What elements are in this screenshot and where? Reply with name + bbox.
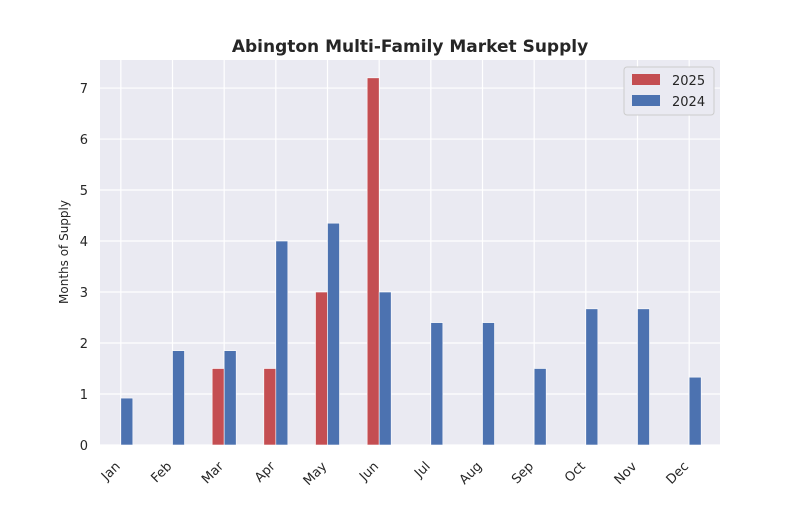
bar-2024-feb — [172, 350, 185, 446]
bar-2025-apr — [263, 368, 277, 446]
x-tick-label: Dec — [664, 459, 692, 487]
y-tick-label: 3 — [80, 286, 88, 301]
x-tick-label: Mar — [199, 459, 227, 487]
bar-2024-apr — [275, 240, 289, 446]
legend-swatch — [632, 74, 660, 85]
x-tick-label: Feb — [148, 459, 175, 486]
x-tick-label: Oct — [562, 459, 589, 486]
x-tick-label: Apr — [252, 459, 279, 486]
bar-2025-jun — [366, 77, 380, 446]
x-tick-label: Jun — [356, 459, 382, 485]
y-axis-label: Months of Supply — [57, 200, 71, 304]
bar-2024-aug — [482, 322, 495, 446]
bar-2025-mar — [211, 368, 225, 446]
legend-label: 2024 — [672, 95, 705, 110]
legend: 2025 2024 — [623, 66, 715, 116]
y-axis-ticks: 0 1 2 3 4 5 6 7 — [80, 82, 88, 454]
bar-2024-jul — [430, 322, 444, 446]
y-tick-label: 4 — [80, 235, 88, 250]
y-tick-label: 5 — [80, 184, 88, 199]
x-tick-label: Aug — [457, 459, 486, 488]
legend-swatch — [632, 95, 660, 106]
x-axis-ticks: Jan Feb Mar Apr May Jun Jul Aug Sep Oct Nov Dec — [98, 459, 692, 489]
bar-2024-may — [327, 222, 340, 446]
plot-area — [100, 60, 720, 445]
bar-2024-jan — [120, 397, 134, 446]
bar-2024-mar — [223, 350, 237, 446]
y-tick-label: 0 — [80, 439, 88, 454]
bar-2024-nov — [637, 308, 650, 446]
bar-2024-sep — [533, 368, 547, 446]
y-tick-label: 2 — [80, 337, 88, 352]
y-tick-label: 6 — [80, 133, 88, 148]
y-tick-label: 1 — [80, 388, 88, 403]
bar-2024-dec — [688, 376, 702, 446]
bar-2025-may — [315, 291, 328, 446]
x-tick-label: Nov — [612, 459, 641, 488]
chart-title: Abington Multi-Family Market Supply — [232, 37, 588, 57]
legend-label: 2025 — [672, 74, 705, 89]
bar-2024-jun — [378, 291, 392, 446]
bar-2024-oct — [585, 308, 599, 446]
bars — [120, 77, 702, 446]
x-tick-label: Sep — [509, 459, 537, 487]
x-tick-label: May — [301, 459, 331, 489]
y-tick-label: 7 — [80, 82, 88, 97]
x-tick-label: Jan — [98, 459, 123, 484]
x-tick-label: Jul — [411, 459, 433, 481]
